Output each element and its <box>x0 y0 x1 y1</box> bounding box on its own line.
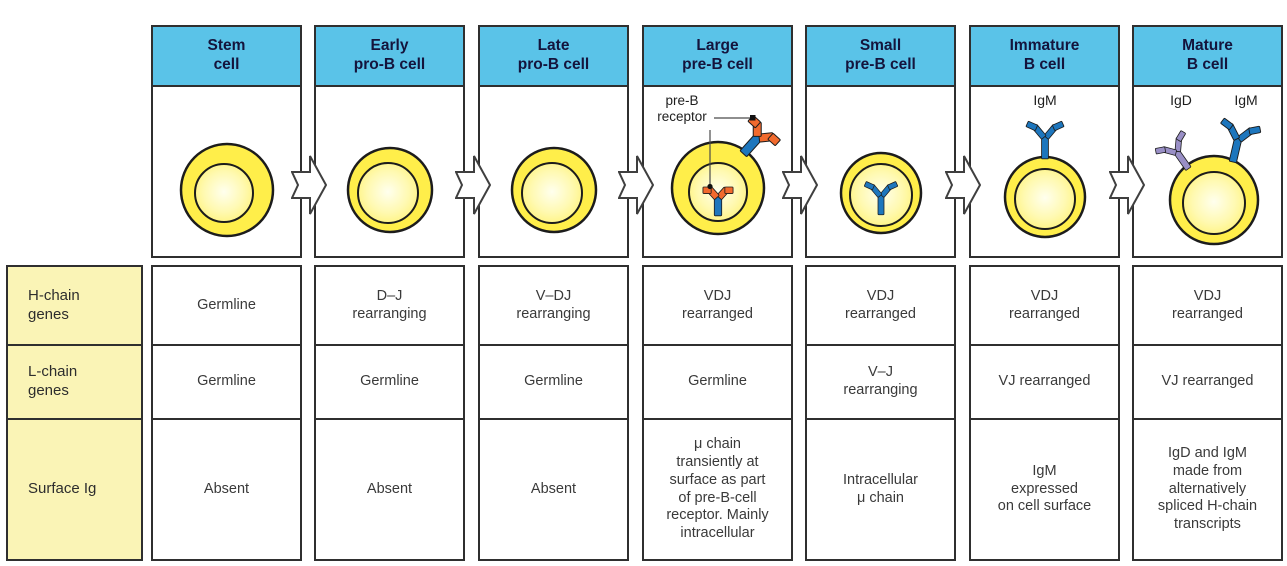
stage-title-line1: Immature <box>1009 37 1080 55</box>
stage-title-line1: Late <box>537 37 570 55</box>
early-pro-b-cell-icon <box>346 146 434 234</box>
surface-ig-cell: IgM expressed on cell surface <box>997 462 1092 515</box>
stage-title-line2: pre-B cell <box>682 56 753 73</box>
igd-label: IgD <box>1170 92 1192 108</box>
stage-column-small-pre-b-cell: Small pre-B cell <box>805 25 956 258</box>
stage-column-early-pro-b-cell: Early pro-B cell <box>314 25 465 258</box>
surface-ig-cell: μ chain transiently at surface as part o… <box>666 435 769 542</box>
stage-header: Small pre-B cell <box>807 27 954 87</box>
stage-column-mature-b-cell: Mature B cell IgD IgM <box>1132 25 1283 258</box>
l-chain-cell: Germline <box>480 346 627 420</box>
arrow-right-icon <box>945 155 981 215</box>
arrow-right-icon <box>782 155 818 215</box>
arrow-right-icon <box>455 155 491 215</box>
stage-title-line2: B cell <box>1023 56 1066 73</box>
table-column-late-pro-b-cell: V–DJ rearranging Germline Absent <box>478 265 629 561</box>
stage-title-line2: pro-B cell <box>517 56 590 73</box>
stage-header: Large pre-B cell <box>644 27 791 87</box>
stage-header: Mature B cell <box>1134 27 1281 87</box>
stage-title-line2: cell <box>213 56 240 73</box>
surface-ig-cell: Absent <box>203 480 250 497</box>
l-chain-cell: Germline <box>153 346 300 420</box>
mature-b-cell-icon <box>1150 113 1266 246</box>
stage-column-immature-b-cell: Immature B cell IgM <box>969 25 1120 258</box>
stage-column-stem-cell: Stem cell <box>151 25 302 258</box>
large-pre-b-cell-icon <box>670 108 788 236</box>
l-chain-cell: VJ rearranged <box>1134 346 1281 420</box>
h-chain-cell: D–J rearranging <box>316 267 463 346</box>
arrow-right-icon <box>618 155 654 215</box>
stage-title-line1: Large <box>696 37 739 55</box>
pre-b-receptor-annotation: pre-B receptor <box>657 93 707 124</box>
stem-cell-icon <box>179 142 275 238</box>
surface-ig-cell: IgD and IgM made from alternatively spli… <box>1157 444 1258 533</box>
h-chain-cell: V–DJ rearranging <box>480 267 627 346</box>
surface-ig-cell: Absent <box>366 480 413 497</box>
stage-column-late-pro-b-cell: Late pro-B cell <box>478 25 629 258</box>
h-chain-cell: VDJ rearranged <box>1134 267 1281 346</box>
arrow-right-icon <box>1109 155 1145 215</box>
l-chain-cell: VJ rearranged <box>971 346 1118 420</box>
stage-title-line2: pre-B cell <box>845 56 916 73</box>
l-chain-cell: Germline <box>644 346 791 420</box>
small-pre-b-cell-icon <box>839 151 923 235</box>
table-column-large-pre-b-cell: VDJ rearranged Germline μ chain transien… <box>642 265 793 561</box>
stage-header: Immature B cell <box>971 27 1118 87</box>
h-chain-cell: Germline <box>153 267 300 346</box>
h-chain-cell: VDJ rearranged <box>807 267 954 346</box>
late-pro-b-cell-illustration <box>480 87 627 256</box>
l-chain-cell: Germline <box>316 346 463 420</box>
table-column-small-pre-b-cell: VDJ rearranged V–J rearranging Intracell… <box>805 265 956 561</box>
igm-label: IgM <box>1033 92 1057 108</box>
stage-title-line1: Early <box>370 37 409 55</box>
stage-title-line2: B cell <box>1186 56 1229 73</box>
stage-title-line1: Small <box>859 37 902 55</box>
row-label-column: H-chain genes L-chain genes Surface Ig <box>6 265 143 561</box>
row-label-h-chain-genes: H-chain genes <box>8 267 141 346</box>
table-column-stem-cell: Germline Germline Absent <box>151 265 302 561</box>
arrow-right-icon <box>291 155 327 215</box>
h-chain-cell: VDJ rearranged <box>644 267 791 346</box>
row-label-surface-ig: Surface Ig <box>28 480 97 498</box>
table-column-mature-b-cell: VDJ rearranged VJ rearranged IgD and IgM… <box>1132 265 1283 561</box>
igm-label: IgM <box>1234 92 1258 108</box>
stage-header: Stem cell <box>153 27 300 87</box>
stage-title-line1: Mature <box>1182 37 1233 55</box>
large-pre-b-cell-illustration: pre-B receptor <box>644 87 791 256</box>
stage-header: Late pro-B cell <box>480 27 627 87</box>
mature-b-cell-illustration: IgD IgM <box>1134 87 1281 256</box>
stem-cell-illustration <box>153 87 300 256</box>
stage-title-line2: pro-B cell <box>353 56 426 73</box>
igm-receptor-icon <box>1023 117 1067 160</box>
l-chain-cell: V–J rearranging <box>807 346 954 420</box>
table-column-early-pro-b-cell: D–J rearranging Germline Absent <box>314 265 465 561</box>
surface-ig-cell: Intracellular μ chain <box>843 471 918 506</box>
late-pro-b-cell-icon <box>510 146 598 234</box>
table-column-immature-b-cell: VDJ rearranged VJ rearranged IgM express… <box>969 265 1120 561</box>
immature-b-cell-icon <box>1003 117 1087 239</box>
surface-ig-cell: Absent <box>530 480 577 497</box>
stage-title-line1: Stem <box>207 37 246 55</box>
early-pro-b-cell-illustration <box>316 87 463 256</box>
immature-b-cell-illustration: IgM <box>971 87 1118 256</box>
stage-column-large-pre-b-cell: Large pre-B cell pre-B receptor <box>642 25 793 258</box>
small-pre-b-cell-illustration <box>807 87 954 256</box>
stage-header: Early pro-B cell <box>316 27 463 87</box>
row-label-l-chain-genes: L-chain genes <box>8 346 141 420</box>
h-chain-cell: VDJ rearranged <box>971 267 1118 346</box>
